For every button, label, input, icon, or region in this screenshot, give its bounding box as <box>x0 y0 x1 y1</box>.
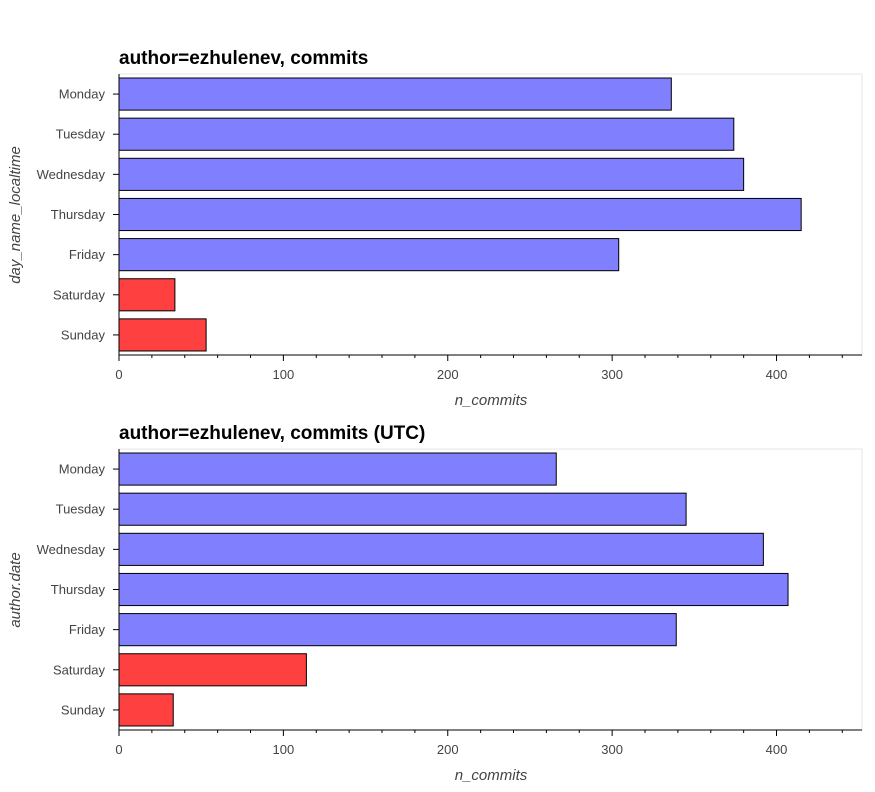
y-tick-label: Monday <box>59 87 106 102</box>
y-tick-label: Saturday <box>53 662 106 677</box>
y-tick-label: Friday <box>69 247 106 262</box>
bar-monday <box>118 452 557 486</box>
y-tick-label: Wednesday <box>37 542 106 557</box>
y-tick-label: Friday <box>69 622 106 637</box>
bar-saturday <box>118 278 176 312</box>
x-axis-label: n_commits <box>455 767 528 784</box>
chart-day-name-localtime: author=ezhulenev, commits n_commits day_… <box>7 48 863 409</box>
plot-area: Monday Tuesday Wednesday Thursday Friday Satu… <box>37 448 863 757</box>
plot-area: Monday Tuesday Wednesday Thursday Friday Satu… <box>37 73 863 382</box>
bar-friday <box>118 238 620 272</box>
bar-saturday <box>118 653 307 687</box>
chart-title: author=ezhulenev, commits <box>119 48 368 69</box>
y-axis-label: author.date <box>7 552 24 627</box>
x-tick-label: 200 <box>437 742 459 757</box>
bar-sunday <box>118 693 174 727</box>
x-axis-label: n_commits <box>455 392 528 409</box>
y-tick-label: Tuesday <box>56 127 106 142</box>
bar-monday <box>118 77 672 111</box>
x-tick-label: 100 <box>273 367 295 382</box>
y-tick-label: Thursday <box>51 582 106 597</box>
bar-tuesday <box>118 117 735 151</box>
bar-wednesday <box>118 157 745 191</box>
y-tick-label: Tuesday <box>56 502 106 517</box>
bar-thursday <box>118 197 802 232</box>
x-tick-label: 100 <box>273 742 295 757</box>
x-tick-label: 200 <box>437 367 459 382</box>
bar-tuesday <box>118 492 687 526</box>
x-tick-label: 0 <box>115 367 122 382</box>
x-tick-label: 400 <box>766 742 788 757</box>
x-tick-label: 300 <box>601 742 623 757</box>
y-tick-label: Monday <box>59 462 106 477</box>
bar-thursday <box>118 572 789 607</box>
y-tick-label: Thursday <box>51 207 106 222</box>
y-tick-label: Sunday <box>61 327 106 342</box>
bar-sunday <box>118 318 207 352</box>
y-tick-label: Wednesday <box>37 167 106 182</box>
x-tick-label: 400 <box>766 367 788 382</box>
x-tick-label: 0 <box>115 742 122 757</box>
y-axis-label: day_name_localtime <box>7 146 24 284</box>
x-tick-label: 300 <box>601 367 623 382</box>
y-tick-label: Saturday <box>53 287 106 302</box>
bar-wednesday <box>118 532 764 566</box>
chart-author-date: author=ezhulenev, commits (UTC) n_commit… <box>7 423 863 784</box>
bar-friday <box>118 613 677 647</box>
y-tick-label: Sunday <box>61 702 106 717</box>
chart-title: author=ezhulenev, commits (UTC) <box>119 423 425 444</box>
